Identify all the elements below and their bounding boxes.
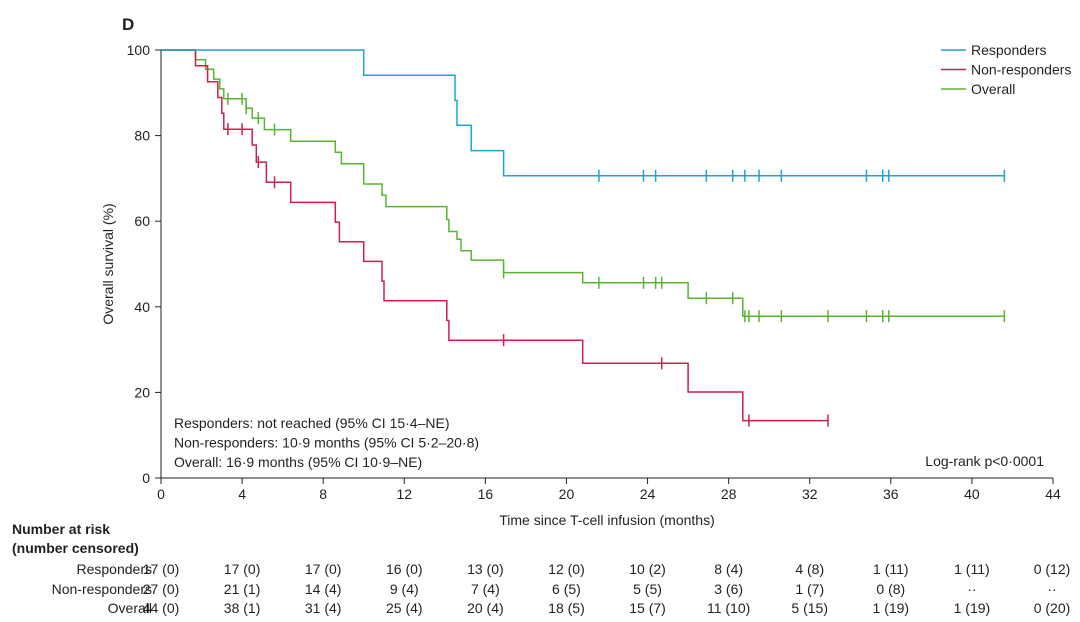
risk-cell: 16 (0): [385, 561, 423, 577]
risk-cell: 18 (5): [548, 600, 585, 616]
risk-cell: 0 (20): [1033, 600, 1071, 616]
risk-cell: 4 (8): [795, 561, 825, 577]
risk-cell: 14 (4): [304, 580, 342, 597]
x-tick-label: 12: [396, 486, 412, 502]
censor-marks: [227, 92, 1006, 427]
y-tick-label: 0: [142, 470, 150, 486]
x-tick-label: 44: [1045, 486, 1061, 502]
x-tick-label: 20: [559, 486, 575, 502]
x-tick-label: 16: [478, 486, 494, 502]
risk-cell: ··: [1047, 580, 1057, 597]
responders-curve: [161, 49, 1005, 177]
risk-table-subtitle: (number censored): [12, 540, 139, 556]
risk-cell: 5 (15): [791, 600, 829, 616]
risk-cell: 15 (7): [629, 600, 666, 616]
risk-cell: 1 (11): [873, 561, 909, 577]
y-tick-label: 20: [134, 384, 150, 400]
x-tick-label: 4: [238, 486, 246, 502]
risk-cell: 17 (0): [223, 561, 261, 577]
risk-row-label: Responders: [76, 561, 153, 577]
x-tick-label: 28: [721, 486, 737, 502]
non-responders-curve: [161, 49, 828, 422]
x-tick-label: 36: [883, 486, 899, 502]
risk-cell: 17 (0): [304, 561, 342, 577]
risk-cell: 1 (7): [795, 580, 825, 597]
risk-cell: 11 (10): [706, 600, 751, 616]
risk-cell: 3 (6): [714, 580, 744, 597]
legend-label: Responders: [971, 42, 1047, 58]
y-tick-label: 100: [127, 42, 151, 58]
x-tick-label: 8: [319, 486, 327, 502]
risk-cell: 13 (0): [467, 561, 504, 577]
legend-label: Non-responders: [971, 62, 1071, 78]
risk-cell: 7 (4): [470, 580, 500, 597]
y-axis-label: Overall survival (%): [100, 203, 116, 324]
x-axis-label: Time since T-cell infusion (months): [499, 512, 715, 528]
risk-cell: 8 (4): [714, 561, 744, 577]
x-tick-label: 40: [964, 486, 980, 502]
risk-cell: 21 (1): [223, 580, 261, 597]
risk-cell: 17 (0): [142, 561, 180, 577]
risk-cell: 27 (0): [142, 580, 180, 597]
x-tick-label: 24: [640, 486, 656, 502]
overall-curve: [161, 49, 1005, 317]
risk-cell: 10 (2): [629, 561, 666, 577]
x-tick-label: 32: [802, 486, 818, 502]
risk-cell: 25 (4): [385, 600, 423, 616]
risk-cell: ··: [967, 580, 977, 597]
legend: Responders Non-responders Overall: [941, 42, 1071, 97]
legend-label: Overall: [971, 81, 1015, 97]
survival-curves: [161, 49, 1005, 422]
risk-row-label: Non-responders: [51, 580, 152, 597]
risk-cell: 12 (0): [548, 561, 585, 577]
survival-chart: D 0 4 8 12 16 20 24 28 32 36 40 44 0 20 40 60 80 100 Resp…: [100, 15, 1071, 528]
risk-cell: 6 (5): [552, 580, 581, 597]
risk-cell: 1 (19): [953, 600, 991, 616]
risk-cell: 38 (1): [223, 600, 261, 616]
median-annotation: Overall: 16·9 months (95% CI 10·9–NE): [174, 454, 422, 470]
y-tick-label: 80: [134, 128, 150, 144]
risk-cell: 5 (5): [633, 580, 662, 597]
risk-cell: 31 (4): [304, 600, 342, 616]
risk-cell: 9 (4): [389, 580, 419, 597]
pvalue-text: Log-rank p<0·0001: [925, 453, 1044, 469]
y-tick-label: 40: [134, 299, 150, 315]
median-annotation: Responders: not reached (95% CI 15·4–NE): [174, 415, 449, 431]
median-annotations: Responders: not reached (95% CI 15·4–NE)…: [174, 415, 479, 470]
risk-cell: 0 (12): [1033, 561, 1071, 577]
axes: 0 4 8 12 16 20 24 28 32 36 40 44 0 20 40 60 80 100: [127, 42, 1061, 502]
risk-cell: 1 (19): [872, 600, 910, 616]
median-annotation: Non-responders: 10·9 months (95% CI 5·2–…: [174, 435, 479, 451]
risk-row-label: Overall: [107, 600, 152, 616]
risk-cell: 44 (0): [142, 600, 180, 616]
risk-cell: 20 (4): [467, 600, 504, 616]
y-tick-label: 60: [134, 213, 150, 229]
risk-cell: 1 (11): [954, 561, 990, 577]
risk-cell: 0 (8): [876, 580, 906, 597]
panel-label: D: [122, 15, 134, 34]
x-tick-label: 0: [157, 486, 165, 502]
